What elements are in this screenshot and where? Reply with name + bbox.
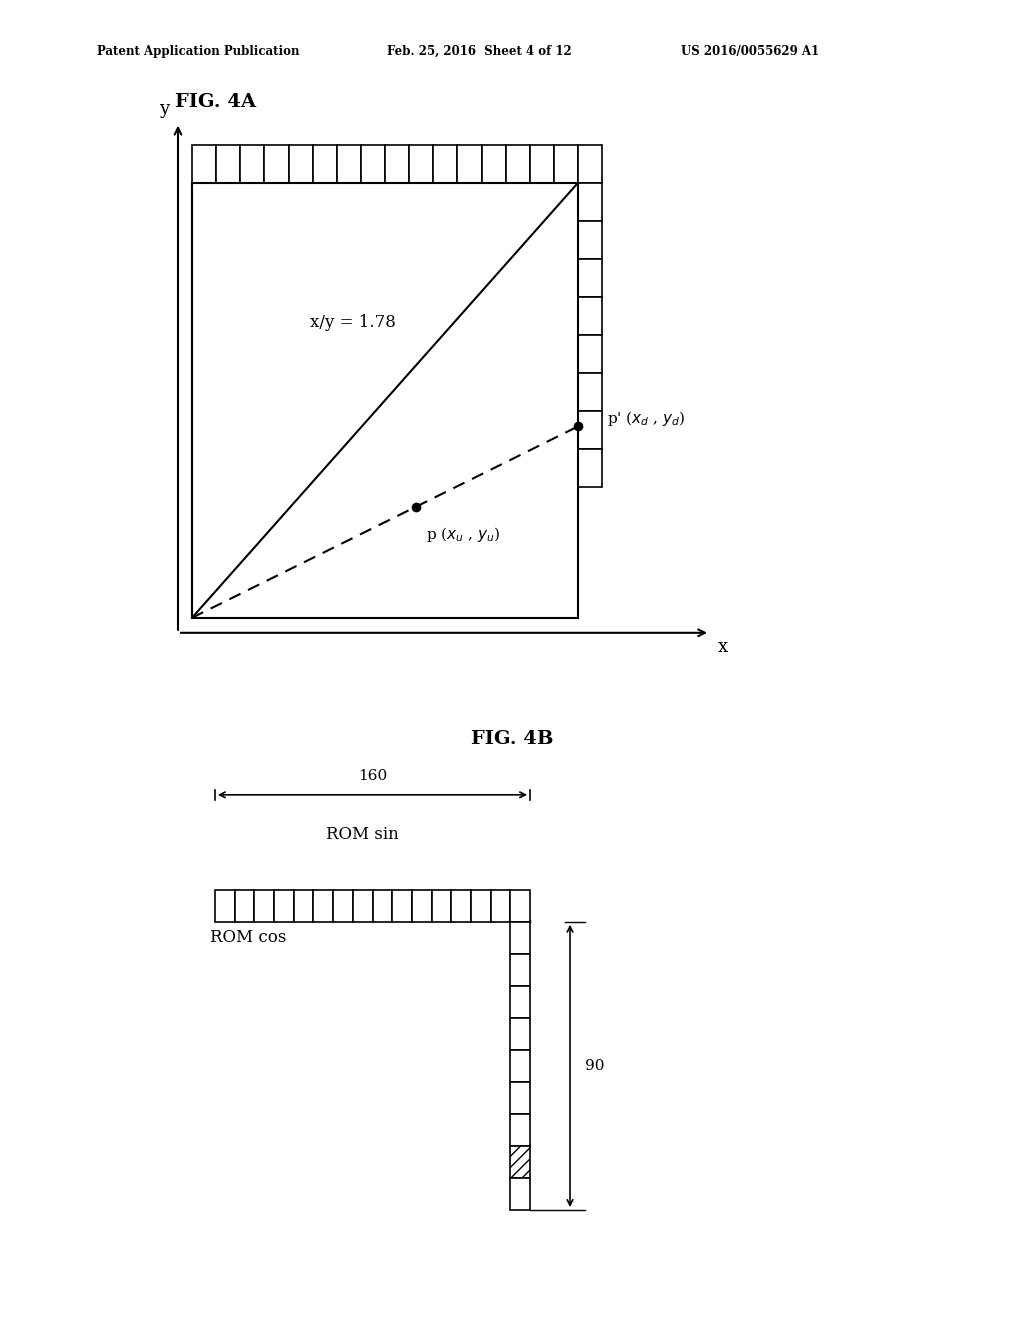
Bar	[481, 145, 506, 182]
Bar	[578, 220, 602, 259]
Bar	[312, 145, 337, 182]
Bar	[578, 449, 602, 487]
Bar	[234, 890, 254, 921]
Bar	[458, 145, 481, 182]
Bar	[216, 145, 241, 182]
Text: 90: 90	[585, 1059, 604, 1073]
Text: x/y = 1.78: x/y = 1.78	[310, 314, 396, 331]
Bar	[578, 259, 602, 297]
Bar	[337, 145, 360, 182]
Bar	[274, 890, 294, 921]
Bar	[510, 921, 530, 954]
Bar	[294, 890, 313, 921]
Bar	[289, 145, 312, 182]
Bar	[353, 890, 373, 921]
Bar	[506, 145, 529, 182]
Bar	[529, 145, 554, 182]
Text: US 2016/0055629 A1: US 2016/0055629 A1	[681, 45, 819, 58]
Bar	[410, 145, 433, 182]
Bar	[385, 145, 410, 182]
Bar	[490, 890, 510, 921]
Text: y: y	[159, 100, 169, 117]
Bar	[360, 145, 385, 182]
Bar	[578, 335, 602, 372]
Bar	[510, 954, 530, 986]
Text: FIG. 4B: FIG. 4B	[471, 730, 553, 748]
Bar	[264, 145, 289, 182]
Bar	[373, 890, 392, 921]
Bar	[193, 182, 578, 618]
Bar	[578, 182, 602, 220]
Bar	[578, 297, 602, 335]
Bar	[254, 890, 274, 921]
Text: ROM cos: ROM cos	[210, 929, 287, 946]
Text: ROM sin: ROM sin	[327, 826, 399, 843]
Bar	[510, 1082, 530, 1114]
Bar	[578, 411, 602, 449]
Bar	[510, 1177, 530, 1210]
Text: p' ($x_d$ , $y_d$): p' ($x_d$ , $y_d$)	[607, 409, 686, 428]
Text: Feb. 25, 2016  Sheet 4 of 12: Feb. 25, 2016 Sheet 4 of 12	[387, 45, 571, 58]
Text: 160: 160	[357, 768, 387, 783]
Bar	[510, 890, 530, 921]
Bar	[510, 1018, 530, 1049]
Bar	[333, 890, 353, 921]
Bar	[241, 145, 264, 182]
Bar	[510, 1049, 530, 1082]
Text: x: x	[718, 638, 728, 656]
Text: p ($x_u$ , $y_u$): p ($x_u$ , $y_u$)	[426, 525, 500, 544]
Bar	[431, 890, 452, 921]
Bar	[510, 1114, 530, 1146]
Bar	[578, 372, 602, 411]
Bar	[412, 890, 431, 921]
Bar	[392, 890, 412, 921]
Bar	[554, 145, 578, 182]
Text: Patent Application Publication: Patent Application Publication	[97, 45, 300, 58]
Bar	[433, 145, 458, 182]
Bar	[510, 986, 530, 1018]
Bar	[471, 890, 490, 921]
Bar	[313, 890, 333, 921]
Bar	[452, 890, 471, 921]
Bar	[193, 145, 216, 182]
Bar	[578, 145, 602, 182]
Bar	[510, 1146, 530, 1177]
Bar	[215, 890, 234, 921]
Text: FIG. 4A: FIG. 4A	[175, 92, 256, 111]
